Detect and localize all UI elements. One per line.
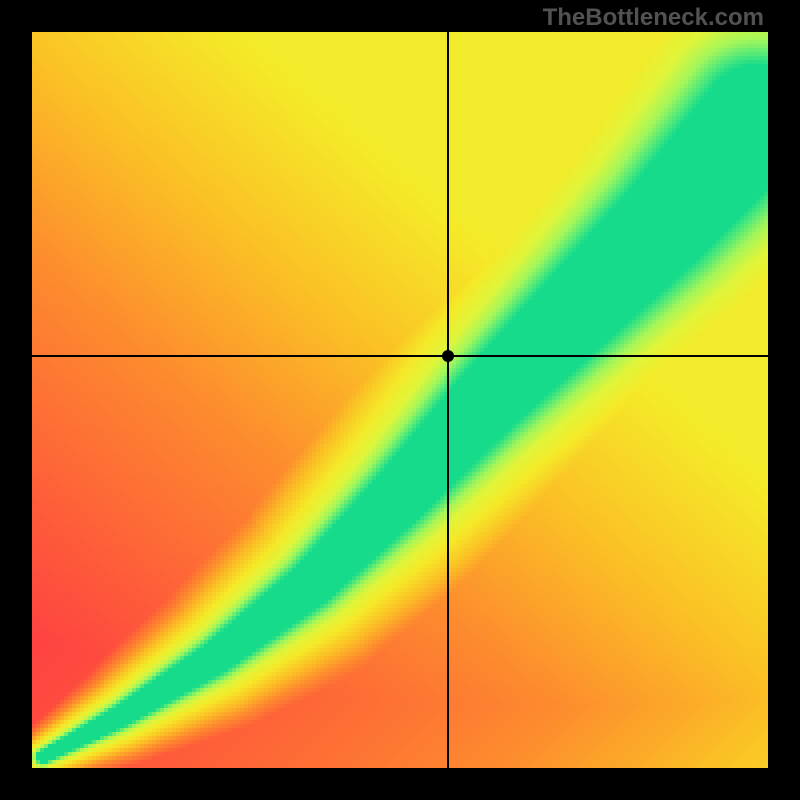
heatmap-canvas [32, 32, 768, 768]
crosshair-horizontal [32, 355, 768, 357]
crosshair-vertical [447, 32, 449, 768]
crosshair-marker [442, 350, 454, 362]
plot-area [32, 32, 768, 768]
watermark-text: TheBottleneck.com [543, 4, 764, 32]
